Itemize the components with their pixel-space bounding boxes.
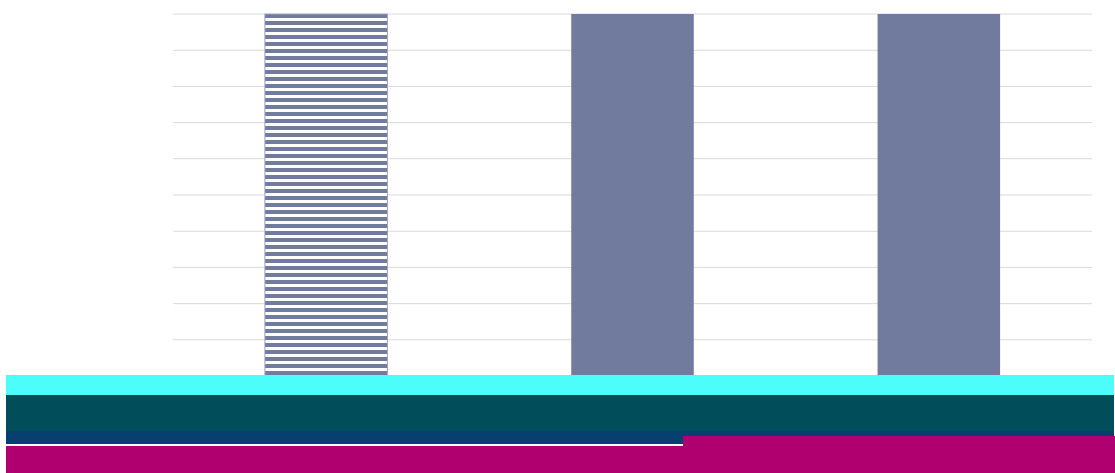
overlay-band-magenta-left xyxy=(6,446,683,473)
bar-1 xyxy=(264,13,388,377)
overlay-band-cyan xyxy=(6,375,1114,395)
bar-3 xyxy=(877,14,1001,376)
bar-2 xyxy=(571,14,694,376)
bars xyxy=(264,13,1001,377)
overlay-band-magenta xyxy=(683,436,1115,473)
overlay-band-teal xyxy=(6,395,1114,431)
